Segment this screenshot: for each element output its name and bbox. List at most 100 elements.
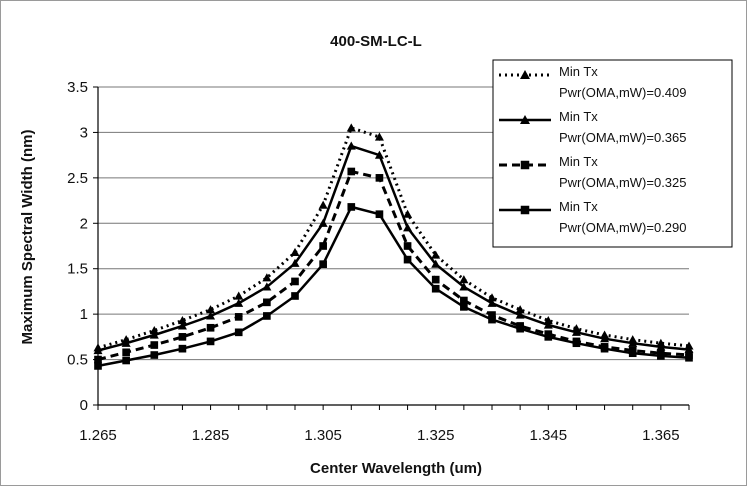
data-point bbox=[262, 273, 272, 282]
data-point bbox=[403, 242, 412, 250]
series-line bbox=[97, 126, 690, 350]
data-point bbox=[460, 303, 468, 311]
data-point bbox=[94, 362, 102, 370]
data-point bbox=[94, 355, 102, 364]
legend-label: Min Tx bbox=[559, 199, 598, 214]
data-point bbox=[122, 356, 130, 365]
data-point bbox=[431, 275, 440, 284]
data-point bbox=[459, 282, 469, 291]
data-point bbox=[515, 310, 525, 319]
legend-label: Min Tx bbox=[559, 64, 598, 79]
data-point bbox=[347, 203, 356, 211]
data-point bbox=[150, 351, 159, 359]
legend-item-4: Min Tx Pwr(OMA,mW)=0.290 bbox=[499, 199, 687, 235]
data-point bbox=[459, 275, 469, 284]
legend-item-2: Min Tx Pwr(OMA,mW)=0.365 bbox=[499, 109, 687, 145]
data-point bbox=[177, 316, 187, 325]
y-axis-ticks: 0 0.5 1 1.5 2 2.5 3 3.5 bbox=[67, 79, 88, 414]
y-tick-label: 3 bbox=[80, 124, 88, 141]
data-point bbox=[403, 209, 413, 218]
data-point bbox=[375, 174, 384, 182]
data-point bbox=[520, 115, 530, 124]
data-point bbox=[206, 311, 216, 320]
data-point bbox=[657, 352, 665, 360]
data-point bbox=[318, 218, 328, 227]
data-point bbox=[262, 282, 272, 291]
series-line bbox=[97, 144, 690, 352]
legend-label: Min Tx bbox=[559, 109, 598, 124]
data-point bbox=[234, 313, 243, 321]
data-point bbox=[178, 333, 187, 341]
y-tick-label: 3.5 bbox=[67, 79, 88, 96]
data-point bbox=[520, 70, 530, 79]
data-point bbox=[318, 200, 328, 209]
data-point bbox=[206, 305, 216, 314]
data-point bbox=[319, 242, 327, 250]
series-4 bbox=[94, 203, 693, 370]
legend-item-1: Min Tx Pwr(OMA,mW)=0.409 bbox=[499, 64, 687, 100]
data-point bbox=[628, 349, 637, 358]
data-point bbox=[543, 320, 553, 329]
data-point bbox=[374, 132, 384, 141]
data-point bbox=[374, 150, 384, 159]
data-point bbox=[149, 325, 159, 335]
data-point bbox=[520, 205, 530, 215]
data-point bbox=[263, 298, 271, 307]
data-point bbox=[319, 260, 327, 268]
x-tick-label: 1.365 bbox=[642, 427, 680, 444]
data-point bbox=[685, 353, 693, 362]
legend-label: Pwr(OMA,mW)=0.365 bbox=[559, 130, 687, 145]
data-point bbox=[656, 342, 666, 351]
data-point bbox=[149, 330, 159, 339]
legend-label: Pwr(OMA,mW)=0.409 bbox=[559, 85, 687, 100]
y-axis-title: Maximum Spectral Width (nm) bbox=[19, 130, 36, 345]
data-point bbox=[488, 311, 496, 319]
data-point bbox=[291, 292, 299, 300]
data-point bbox=[600, 344, 609, 353]
x-tick-label: 1.345 bbox=[530, 427, 568, 444]
data-point bbox=[177, 321, 187, 330]
data-point bbox=[684, 345, 694, 354]
y-tick-label: 1.5 bbox=[67, 261, 88, 278]
data-point bbox=[121, 338, 131, 347]
data-point bbox=[520, 160, 530, 170]
data-point bbox=[571, 327, 581, 336]
data-point bbox=[403, 255, 412, 264]
data-point bbox=[206, 323, 215, 332]
data-point bbox=[544, 333, 553, 341]
data-point bbox=[290, 247, 300, 256]
y-tick-label: 0.5 bbox=[67, 352, 88, 369]
legend-label: Pwr(OMA,mW)=0.290 bbox=[559, 220, 687, 235]
chart-title: 400-SM-LC-L bbox=[330, 33, 422, 50]
data-point bbox=[572, 339, 581, 348]
y-tick-label: 2 bbox=[80, 215, 88, 232]
series-group bbox=[93, 123, 694, 370]
y-tick-label: 0 bbox=[80, 397, 88, 414]
data-point bbox=[291, 277, 299, 286]
data-point bbox=[234, 328, 243, 337]
data-point bbox=[600, 334, 610, 343]
x-axis-ticks: 1.265 1.285 1.305 1.325 1.345 1.365 bbox=[79, 427, 679, 444]
y-tick-label: 1 bbox=[80, 306, 88, 323]
data-point bbox=[431, 284, 440, 293]
legend-box bbox=[492, 59, 733, 248]
data-point bbox=[150, 341, 159, 349]
legend-item-3: Min Tx Pwr(OMA,mW)=0.325 bbox=[499, 154, 687, 190]
legend-label: Min Tx bbox=[559, 154, 598, 169]
data-point bbox=[488, 315, 496, 324]
data-point bbox=[263, 312, 271, 320]
data-point bbox=[93, 345, 103, 355]
data-point bbox=[122, 348, 130, 357]
legend: Min Tx Pwr(OMA,mW)=0.409 Min Tx Pwr(OMA,mW)… bbox=[492, 59, 733, 248]
x-tick-label: 1.285 bbox=[192, 427, 230, 444]
data-point bbox=[628, 338, 638, 347]
series-line bbox=[97, 205, 690, 368]
data-point bbox=[234, 291, 244, 300]
data-point bbox=[346, 123, 356, 132]
data-point bbox=[515, 305, 525, 314]
legend-label: Pwr(OMA,mW)=0.325 bbox=[559, 175, 687, 190]
data-point bbox=[375, 210, 384, 219]
data-point bbox=[178, 344, 187, 353]
